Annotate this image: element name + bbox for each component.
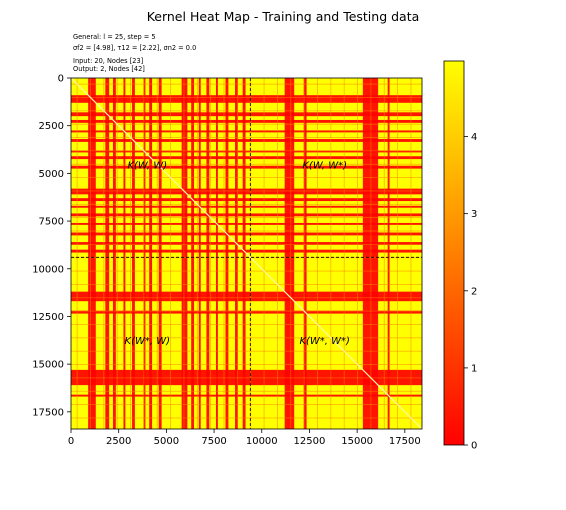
heatmap-row-stripe xyxy=(71,164,422,165)
heatmap-col-stripe xyxy=(317,78,318,429)
heatmap-row-stripe xyxy=(71,97,422,98)
quadrant-label: K(W*, W*) xyxy=(299,336,350,347)
heatmap-row-stripe xyxy=(71,364,422,365)
y-tick-label: 5000 xyxy=(39,169,64,180)
heatmap-row-stripe xyxy=(71,391,422,392)
heatmap-col-stripe xyxy=(130,78,131,429)
heatmap-col-stripe xyxy=(264,78,265,429)
heatmap-row-stripe xyxy=(71,351,422,352)
heatmap-col-stripe xyxy=(237,78,238,429)
x-tick-label: 2500 xyxy=(106,436,131,447)
colorbar-tick-label: 4 xyxy=(471,132,477,143)
heatmap-col-stripe xyxy=(77,78,78,429)
heatmap-row-stripe xyxy=(71,284,422,285)
colorbar-ticks: 0 1 2 3 4 xyxy=(464,132,477,451)
heatmap-col-stripe xyxy=(290,78,291,429)
x-tick-label: 5000 xyxy=(154,436,179,447)
heatmap-row-stripe xyxy=(71,418,422,419)
heatmap-col-stripe xyxy=(157,78,158,429)
heatmap-row-stripe xyxy=(71,177,422,178)
heatmap-row-stripe xyxy=(71,150,422,151)
heatmap-col-stripe xyxy=(143,78,144,429)
quadrant-label: K(W, W) xyxy=(127,161,167,172)
y-axis: 0 2500 5000 7500 10000 12500 15000 17500 xyxy=(32,74,71,419)
info-line-input: Input: 20, Nodes [23] xyxy=(73,57,143,65)
heatmap-row-stripe xyxy=(71,137,422,138)
heatmap-row-stripe xyxy=(71,311,422,312)
heatmap-col-stripe xyxy=(330,78,331,429)
heatmap-col-stripe xyxy=(170,78,171,429)
x-axis: 0 2500 5000 7500 10000 12500 15000 17500 xyxy=(68,429,421,447)
heatmap-col-stripe xyxy=(304,78,305,429)
heatmap-col-stripe xyxy=(397,78,398,429)
quadrant-label: K(W, W*) xyxy=(302,161,347,172)
heatmap-row-stripe xyxy=(71,231,422,232)
colorbar-tick-label: 3 xyxy=(471,209,477,220)
heatmap-col-stripe xyxy=(224,78,225,429)
y-tick-label: 12500 xyxy=(32,312,64,323)
colorbar-gradient xyxy=(444,61,464,445)
heatmap-row-stripe xyxy=(71,297,422,298)
y-tick-label: 2500 xyxy=(39,121,64,132)
colorbar-tick-label: 0 xyxy=(471,441,477,452)
heatmap-row-stripe xyxy=(71,191,422,192)
heatmap-row-stripe xyxy=(71,271,422,272)
heatmap-row-stripe xyxy=(71,324,422,325)
colorbar: 0 1 2 3 4 xyxy=(444,61,477,452)
heatmap-row-stripe xyxy=(71,377,422,378)
heatmap-col-stripe xyxy=(197,78,198,429)
x-tick-label: 17500 xyxy=(389,436,421,447)
info-line-general: General: l = 25, step = 5 xyxy=(73,33,156,41)
heatmap-row-stripe xyxy=(71,110,422,111)
colorbar-tick-label: 1 xyxy=(471,363,477,374)
info-line-output: Output: 2, Nodes [42] xyxy=(73,65,145,73)
heatmap-row-stripe xyxy=(71,404,422,405)
y-tick-label: 7500 xyxy=(39,217,64,228)
heatmap-col-stripe xyxy=(384,78,385,429)
info-annotations: General: l = 25, step = 5 σf2 = [4.98], … xyxy=(73,33,196,73)
x-tick-label: 15000 xyxy=(341,436,373,447)
heatmap-col-stripe xyxy=(117,78,118,429)
heatmap-col-stripe xyxy=(370,78,371,429)
heatmap-col-stripe xyxy=(277,78,278,429)
heatmap-col-stripe xyxy=(103,78,104,429)
heatmap-row-band xyxy=(71,395,422,397)
heatmap-col-stripe xyxy=(411,78,412,429)
heatmap-row-stripe xyxy=(71,204,422,205)
heatmap-row-stripe xyxy=(71,217,422,218)
heatmap-row-stripe xyxy=(71,244,422,245)
heatmap-row-stripe xyxy=(71,84,422,85)
heatmap-plot: K(W, W) K(W, W*) K(W*, W) K(W*, W*) xyxy=(71,78,422,429)
colorbar-tick-label: 2 xyxy=(471,286,477,297)
heatmap-col-stripe xyxy=(184,78,185,429)
heatmap-col-stripe xyxy=(210,78,211,429)
heatmap-col-band xyxy=(388,78,390,429)
x-tick-label: 10000 xyxy=(246,436,278,447)
heatmap-col-stripe xyxy=(357,78,358,429)
y-tick-label: 17500 xyxy=(32,407,64,418)
x-tick-label: 12500 xyxy=(294,436,326,447)
x-tick-label: 7500 xyxy=(201,436,226,447)
y-tick-label: 15000 xyxy=(32,360,64,371)
y-tick-label: 0 xyxy=(58,74,64,85)
chart-title: Kernel Heat Map - Training and Testing d… xyxy=(147,9,420,24)
heatmap-col-stripe xyxy=(90,78,91,429)
info-line-hyperparams: σf2 = [4.98], τ12 = [2.22], σn2 = 0.0 xyxy=(73,44,196,52)
y-tick-label: 10000 xyxy=(32,264,64,275)
quadrant-label: K(W*, W) xyxy=(125,336,171,347)
heatmap-col-stripe xyxy=(344,78,345,429)
x-tick-label: 0 xyxy=(68,436,74,447)
heatmap-row-stripe xyxy=(71,124,422,125)
